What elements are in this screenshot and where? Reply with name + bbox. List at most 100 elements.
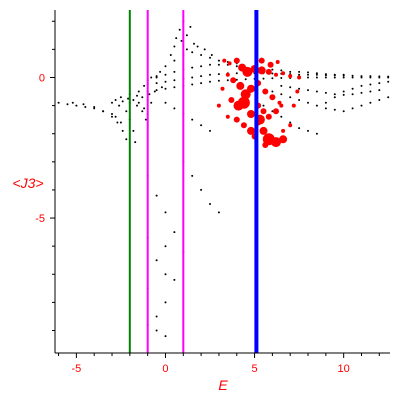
black-point-129 (173, 45, 176, 48)
black-point-51 (235, 78, 238, 81)
black-point-203 (271, 110, 274, 113)
black-point-18 (118, 104, 121, 107)
red-point-18 (262, 88, 269, 95)
black-point-2 (75, 104, 78, 107)
black-point-75 (200, 75, 203, 78)
black-point-114 (307, 71, 309, 74)
black-point-118 (342, 73, 345, 76)
red-point-14 (236, 81, 245, 90)
black-point-172 (155, 315, 158, 318)
black-point-144 (155, 76, 158, 79)
black-point-165 (164, 245, 167, 248)
black-point-26 (136, 104, 138, 107)
black-point-47 (200, 82, 203, 85)
y-tick-label-1: 0 (39, 72, 45, 84)
black-point-0 (57, 101, 60, 104)
black-point-189 (387, 96, 390, 99)
black-point-3 (84, 106, 87, 108)
black-point-116 (324, 73, 327, 76)
black-point-156 (191, 174, 194, 177)
black-point-146 (148, 93, 151, 96)
black-point-95 (378, 75, 381, 78)
black-point-93 (360, 75, 363, 78)
black-point-49 (217, 79, 220, 82)
black-point-175 (164, 335, 167, 338)
black-point-40 (137, 90, 140, 93)
black-point-111 (280, 69, 283, 72)
red-point-42 (281, 128, 286, 133)
black-point-176 (271, 90, 274, 93)
black-point-138 (196, 45, 199, 48)
black-point-59 (307, 76, 309, 79)
black-point-125 (209, 56, 211, 59)
axes: -5 0 5 10 -5 0 (35, 10, 390, 375)
black-point-76 (209, 73, 211, 76)
black-point-168 (164, 273, 167, 276)
black-point-72 (173, 79, 176, 82)
black-point-206 (298, 127, 301, 130)
red-point-23 (237, 96, 250, 109)
red-point-38 (288, 123, 293, 128)
black-point-124 (200, 54, 203, 56)
black-point-119 (164, 65, 167, 68)
black-point-193 (307, 89, 309, 92)
red-point-13 (230, 77, 237, 84)
black-point-39 (150, 101, 153, 104)
black-point-65 (360, 76, 363, 79)
black-point-54 (262, 77, 265, 80)
red-point-19 (269, 94, 276, 101)
x-tick-label-2: 5 (252, 363, 258, 375)
black-point-17 (111, 101, 113, 104)
black-point-134 (178, 28, 181, 31)
black-point-48 (209, 80, 211, 83)
black-point-215 (378, 82, 381, 85)
black-point-123 (191, 51, 194, 54)
black-point-208 (315, 132, 318, 135)
black-point-7 (114, 115, 117, 118)
black-point-9 (71, 101, 74, 104)
red-point-24 (247, 110, 255, 118)
black-point-183 (333, 108, 336, 111)
black-point-31 (132, 99, 135, 101)
black-point-201 (378, 89, 381, 92)
black-point-198 (351, 93, 354, 96)
black-point-19 (125, 110, 128, 113)
y-tick-label-0: -5 (35, 213, 45, 225)
black-point-145 (159, 70, 162, 73)
black-point-181 (315, 104, 318, 107)
black-point-52 (244, 78, 247, 81)
black-point-37 (141, 96, 144, 99)
red-point-12 (225, 72, 230, 77)
black-point-209 (324, 101, 327, 104)
black-point-43 (164, 87, 167, 90)
red-point-36 (271, 137, 281, 148)
black-point-131 (185, 34, 188, 37)
black-point-92 (351, 74, 354, 77)
red-point-21 (228, 97, 235, 103)
black-point-30 (127, 97, 130, 100)
red-point-34 (259, 126, 268, 135)
red-point-28 (273, 108, 279, 115)
x-tick-label-0: -5 (71, 363, 81, 375)
black-point-98 (164, 73, 167, 76)
black-point-87 (307, 73, 309, 76)
black-point-169 (173, 278, 176, 281)
black-point-184 (342, 110, 345, 113)
black-point-14 (116, 121, 119, 124)
black-point-213 (360, 84, 363, 87)
red-point-29 (279, 103, 284, 108)
black-point-112 (289, 70, 292, 73)
black-point-21 (132, 129, 135, 132)
black-point-149 (164, 101, 167, 104)
black-point-115 (315, 72, 318, 75)
black-point-148 (160, 86, 163, 89)
black-point-12 (102, 110, 105, 113)
black-point-185 (351, 107, 354, 110)
black-point-195 (324, 91, 327, 94)
black-point-197 (342, 93, 345, 96)
black-point-136 (169, 54, 172, 56)
black-point-94 (369, 75, 372, 78)
black-point-64 (351, 76, 354, 79)
red-point-2 (233, 57, 240, 64)
black-point-23 (114, 99, 117, 101)
